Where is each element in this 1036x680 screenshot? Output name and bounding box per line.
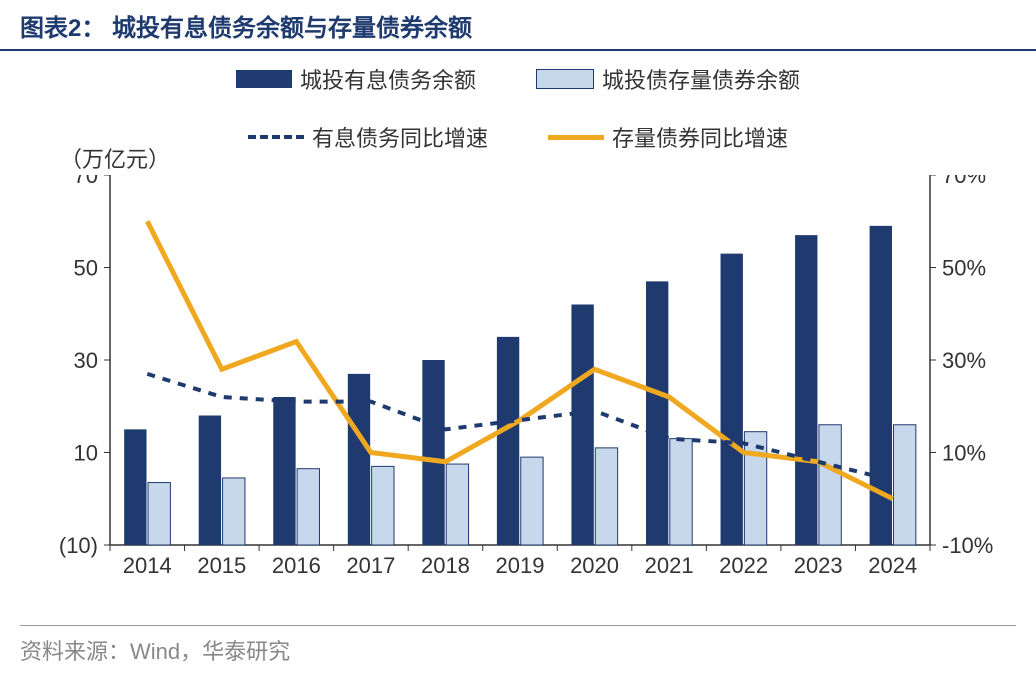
bar-bond [893,425,915,545]
bar-bond [595,448,617,545]
x-tick-label: 2018 [421,553,470,578]
legend-line-dashed [248,135,304,139]
y-axis-unit-left: （万亿元） [60,142,170,174]
x-tick-label: 2024 [868,553,917,578]
legend-item-bar2: 城投债存量债券余额 [536,63,800,95]
legend-item-line1: 有息债务同比增速 [248,121,488,153]
x-tick-label: 2019 [496,553,545,578]
y-right-tick: -10% [942,533,993,558]
x-tick-label: 2015 [197,553,246,578]
y-left-tick: 70 [74,175,98,188]
y-left-tick: (10) [59,533,98,558]
legend: 城投有息债务余额 城投债存量债券余额 有息债务同比增速 存量债券同比增速 [0,51,1036,155]
bar-bond [372,466,394,545]
bar-bond [670,439,692,545]
x-tick-label: 2021 [645,553,694,578]
bar-debt [571,305,593,546]
legend-row-2: 有息债务同比增速 存量债券同比增速 [60,121,976,153]
bar-bond [297,469,319,545]
line-bond-growth [147,221,892,499]
legend-swatch-bar2 [536,69,594,89]
bar-debt [422,360,444,545]
x-tick-label: 2023 [794,553,843,578]
y-right-tick: 10% [942,441,986,466]
bar-bond [521,457,543,545]
y-left-tick: 10 [74,441,98,466]
chart-container: 图表2： 城投有息债务余额与存量债券余额 城投有息债务余额 城投债存量债券余额 … [0,0,1036,680]
legend-item-bar1: 城投有息债务余额 [236,63,476,95]
bar-bond [446,464,468,545]
legend-row-1: 城投有息债务余额 城投债存量债券余额 [60,63,976,95]
x-tick-label: 2022 [719,553,768,578]
x-tick-label: 2014 [123,553,172,578]
legend-item-line2: 存量债券同比增速 [548,121,788,153]
bar-bond [148,483,170,545]
x-tick-label: 2020 [570,553,619,578]
y-left-tick: 30 [74,348,98,373]
y-left-tick: 50 [74,256,98,281]
chart-source: 资料来源：Wind，华泰研究 [20,625,1016,666]
chart-title: 图表2： 城投有息债务余额与存量债券余额 [20,15,472,42]
bar-debt [199,416,221,546]
legend-line-solid [548,135,604,140]
bar-debt [497,337,519,545]
bar-debt [273,397,295,545]
y-right-tick: 30% [942,348,986,373]
bar-debt [721,254,743,545]
bar-debt [795,235,817,545]
legend-label-bar1: 城投有息债务余额 [300,63,476,95]
bar-debt [124,429,146,545]
bar-bond [819,425,841,545]
legend-label-line2: 存量债券同比增速 [612,121,788,153]
bar-debt [646,281,668,545]
line-debt-growth [147,374,892,480]
chart-plot-area: (10) 10 30 50 70 -10% 10% 30% 50% 70% 2014 2015 2016… [20,175,1016,605]
y-right-tick: 50% [942,256,986,281]
x-tick-label: 2016 [272,553,321,578]
y-right-tick: 70% [942,175,986,188]
title-bar: 图表2： 城投有息债务余额与存量债券余额 [0,0,1036,51]
bar-debt [348,374,370,545]
legend-label-bar2: 城投债存量债券余额 [602,63,800,95]
chart-svg: (10) 10 30 50 70 -10% 10% 30% 50% 70% 2014 2015 2016… [20,175,1016,605]
bar-bond [223,478,245,545]
x-tick-label: 2017 [346,553,395,578]
source-text: 资料来源：Wind，华泰研究 [20,639,290,664]
legend-swatch-bar1 [236,70,292,88]
legend-label-line1: 有息债务同比增速 [312,121,488,153]
